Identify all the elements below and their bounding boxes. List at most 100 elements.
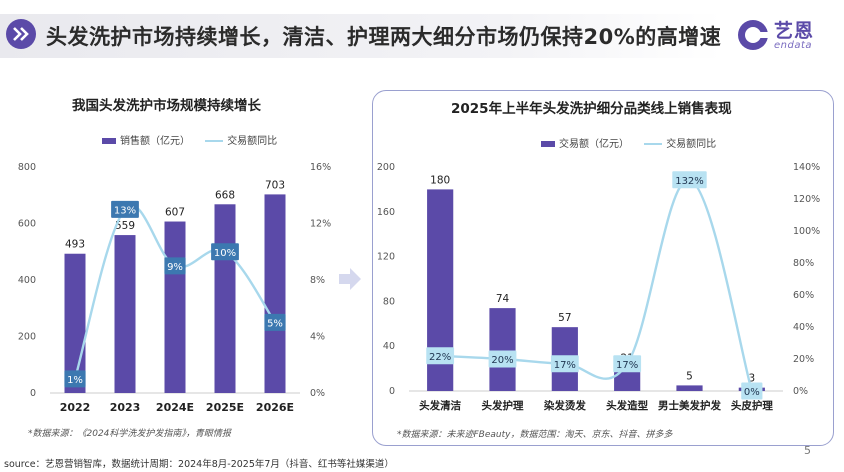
line-point-label-bg [550,355,579,373]
y-right-tick-label: 140% [793,162,820,173]
y-right-tick-label: 0% [793,386,808,397]
page-number: 5 [804,444,811,457]
line-point-label: 20% [491,355,513,366]
bar-value-label: 559 [115,220,135,232]
bar-value-label: 74 [496,293,510,305]
legend-bar-swatch [102,138,116,144]
right-chart-title: 2025年上半年头发洗护细分品类线上销售表现 [451,101,732,117]
line-point-label: 13% [114,205,136,216]
logo-en: endata [774,40,813,51]
line-point-label: 17% [616,360,638,371]
y-right-tick-label: 12% [310,219,331,230]
y-right-tick-label: 16% [310,162,331,173]
line-point-label-bg [264,313,286,331]
legend-line-label: 交易额同比 [227,136,278,147]
line-point-label: 0% [744,387,760,398]
bar-value-label: 668 [215,189,235,201]
x-tick-label: 染发烫发 [543,399,586,412]
arrow-right-icon [339,268,361,290]
line-point-label-bg [741,382,763,400]
y-right-tick-label: 120% [793,194,820,205]
right-data-note: *数据来源：未来迹FBeauty，数据范围：淘天、京东、抖音、拼多多 [397,430,673,440]
x-tick-label: 头发护理 [482,399,524,412]
legend-line-label: 交易额同比 [666,139,717,150]
y-left-tick-label: 200 [377,162,395,173]
bar-value-label: 180 [430,174,450,186]
x-tick-label: 男士美发护发 [658,399,721,412]
y-left-tick-label: 40 [383,341,395,352]
y-left-tick-label: 600 [18,219,36,230]
line-point-label: 1% [67,375,83,386]
series-line [73,204,276,380]
right-chart-panel: 2025年上半年头发洗护细分品类线上销售表现 交易额（亿元） 交易额同比 0 40… [372,90,834,446]
line-point-label-bg [488,350,517,368]
right-legend: 交易额（亿元） 交易额同比 [541,135,716,150]
logo-cn: 艺恩 [774,20,815,42]
y-left-tick-label: 200 [18,332,36,343]
line-point-label-bg [111,200,139,218]
legend-line-swatch [644,143,663,145]
line-point-label-bg [211,243,239,261]
left-data-note: *数据来源：《2024科学洗发护发指南》，青眼情报 [28,429,231,439]
series-line [440,178,753,392]
y-left-tick-label: 120 [377,252,395,263]
y-left-tick-label: 160 [377,207,395,218]
y-left-tick-label: 400 [18,275,36,286]
bar [489,308,516,391]
source-note: source：艺恩营销智库，数据统计周期：2024年8月-2025年7月（抖音、… [4,459,394,470]
bar-value-label: 493 [65,239,85,251]
line-point-label-bg [64,370,86,388]
y-right-tick-label: 40% [793,322,814,333]
bar-value-label: 5 [686,370,693,382]
chevron-right-icon [6,19,36,49]
y-right-tick-label: 8% [310,275,325,286]
legend-line-swatch [205,140,224,142]
y-right-tick-label: 80% [793,258,814,269]
left-chart-title: 我国头发洗护市场规模持续增长 [72,98,261,114]
x-tick-label: 2022 [60,401,91,414]
left-chart: 0 200 400 600 800 0% 4% 8% 12% 16% 493 559 607 668 703… [18,162,331,414]
brand-logo: 艺恩 endata [736,16,832,56]
bar [676,385,703,391]
y-right-tick-label: 100% [793,226,820,237]
line-point-label: 22% [429,352,451,363]
x-tick-label: 2026E [256,401,294,414]
line-point-label: 132% [675,176,704,187]
legend-bar-label: 销售额（亿元） [120,136,190,147]
bar [214,204,236,393]
bar-value-label: 3 [748,373,755,385]
line-point-label: 17% [554,360,576,371]
line-point-label: 5% [267,318,283,329]
y-right-tick-label: 20% [793,354,814,365]
legend-bar-swatch [541,141,555,147]
x-tick-label: 头皮护理 [731,399,773,412]
title-bar: 头发洗护市场持续增长，清洁、护理两大细分市场仍保持20%的高增速 [0,14,722,58]
x-tick-label: 头发清洁 [419,399,461,412]
y-left-tick-label: 0 [30,388,36,399]
y-left-tick-label: 0 [389,386,395,397]
line-point-label: 9% [167,262,183,273]
line-point-label-bg [672,171,707,189]
y-right-tick-label: 60% [793,290,814,301]
x-tick-label: 2025E [206,401,244,414]
bar-value-label: 57 [558,312,571,324]
y-right-tick-label: 0% [310,388,325,399]
x-tick-label: 2024E [156,401,194,414]
line-point-label-bg [613,355,642,373]
bar [264,194,286,393]
y-left-tick-label: 80 [383,296,395,307]
logo-icon [738,20,769,50]
line-point-label-bg [426,347,455,365]
line-point-label-bg [164,257,186,275]
y-left-tick-label: 800 [18,162,36,173]
y-right-tick-label: 4% [310,332,325,343]
bar-value-label: 607 [165,207,185,219]
left-legend: 销售额（亿元） 交易额同比 [102,132,277,147]
x-tick-label: 头发造型 [606,399,648,412]
bar-value-label: 703 [265,179,285,191]
right-chart: 0 40 80 120 160 200 0% 20% 40% 60% 80% 100% 120% 140%… [377,162,820,412]
legend-bar-label: 交易额（亿元） [559,139,629,150]
x-tick-label: 2023 [110,401,141,414]
bar [164,221,186,393]
line-point-label: 10% [214,248,236,259]
